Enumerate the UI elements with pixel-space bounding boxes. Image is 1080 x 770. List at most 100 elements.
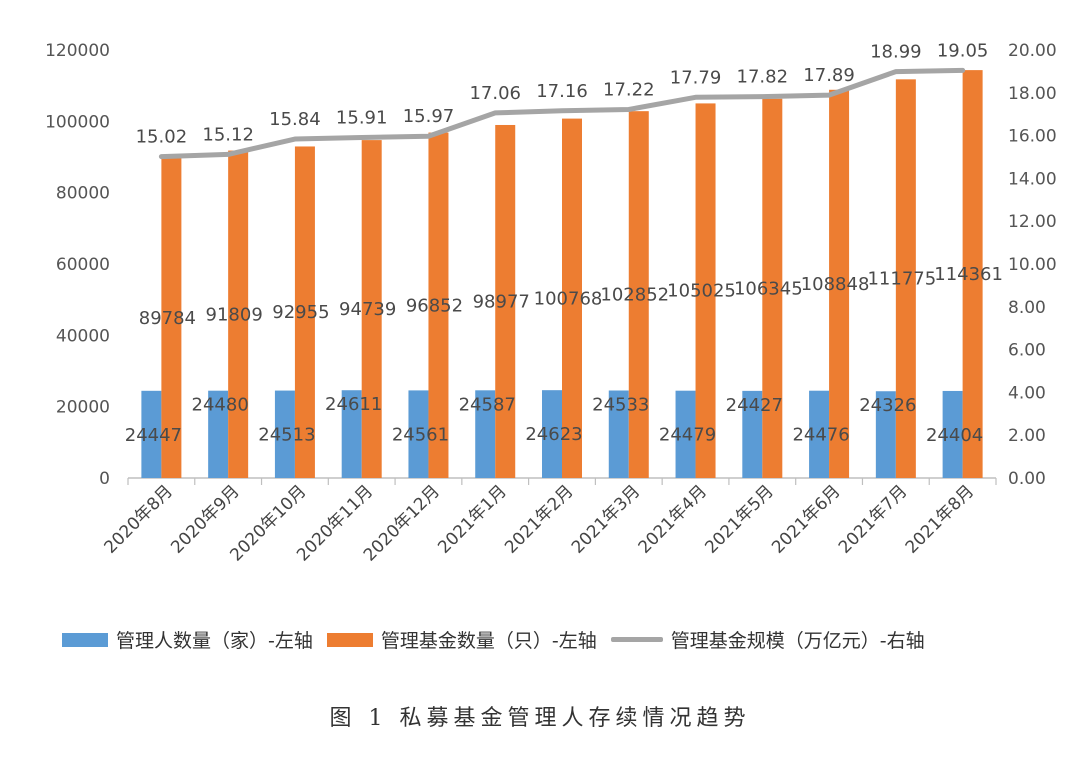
bar-funds [962,70,983,479]
bar-funds [428,132,449,478]
data-label-funds: 105025 [667,281,736,302]
bar-managers [341,390,362,478]
right-axis-tick: 2.00 [1008,426,1046,446]
bar-managers [475,390,496,478]
data-label-scale: 15.12 [202,124,254,145]
data-label-managers: 24480 [192,395,249,416]
bar-managers [408,390,429,478]
legend-item-managers: 管理人数量（家）-左轴 [62,626,313,653]
legend-swatch-managers [62,632,108,647]
legend-label-funds: 管理基金数量（只）-左轴 [380,630,597,652]
data-label-funds: 91809 [206,304,263,325]
bar-funds [294,146,315,478]
data-label-managers: 24533 [592,394,649,415]
data-label-funds: 114361 [934,264,1003,285]
data-label-managers: 24513 [258,425,315,446]
data-label-scale: 18.99 [870,42,922,63]
data-label-funds: 106345 [734,278,803,299]
data-label-managers: 24479 [659,425,716,446]
chart-caption: 图 1 私募基金管理人存续情况趋势 [329,706,751,731]
data-label-funds: 98977 [473,291,530,312]
data-label-funds: 108848 [801,274,870,295]
combo-chart: 0 20000 40000 60000 80000 100000 120000 0.00 2.0… [45,40,1057,565]
x-axis-category-label: 2021年8月 [902,481,978,557]
bar-managers [141,390,162,478]
bar-funds [695,103,716,479]
data-label-managers: 24587 [459,394,516,415]
bar-funds [562,118,582,479]
bar-funds [361,140,382,478]
data-label-funds: 102852 [600,285,669,306]
bar-managers [608,390,629,478]
right-axis-tick: 14.00 [1008,169,1057,189]
right-axis-tick: 6.00 [1008,341,1046,361]
bar-managers [542,390,562,478]
bar-funds [628,111,649,479]
left-axis-tick: 40000 [56,326,110,346]
bar-managers [208,390,229,478]
data-label-scale: 15.84 [269,109,321,130]
data-label-scale: 15.02 [136,127,188,148]
data-label-scale: 15.91 [336,108,388,129]
data-label-managers: 24427 [726,395,783,416]
left-axis-tick: 0 [99,469,110,489]
bar-managers [942,390,963,478]
data-label-funds: 96852 [406,295,463,316]
bar-managers [675,390,696,478]
data-label-funds: 100768 [534,288,603,309]
bar-funds [161,157,182,479]
right-axis-tick: 20.00 [1008,41,1057,61]
x-axis-category-label: 2020年8月 [100,481,176,557]
left-axis-tick: 60000 [56,255,110,275]
right-axis-tick: 16.00 [1008,127,1057,147]
data-label-managers: 24561 [392,424,449,445]
legend-label-scale: 管理基金规模（万亿元）-右轴 [670,630,925,652]
legend-label-managers: 管理人数量（家）-左轴 [116,630,313,652]
data-label-funds: 89784 [139,308,196,329]
legend-swatch-funds [326,632,373,647]
x-axis-category-label: 2021年5月 [701,481,777,557]
data-label-scale: 17.79 [670,67,722,88]
data-label-funds: 92955 [272,302,329,323]
data-label-scale: 17.82 [737,67,789,88]
x-axis-category-label: 2021年1月 [434,481,510,557]
data-label-managers: 24476 [792,425,849,446]
right-axis-tick: 12.00 [1008,212,1057,232]
data-label-scale: 17.16 [536,81,588,102]
left-axis-tick: 20000 [56,398,110,418]
bar-managers [809,390,830,478]
data-label-scale: 17.89 [803,65,855,86]
right-axis-tick: 10.00 [1008,255,1057,275]
legend-item-funds: 管理基金数量（只）-左轴 [326,626,597,653]
bar-funds [829,89,850,479]
bar-funds [895,79,916,479]
data-label-scale: 15.97 [403,106,455,127]
data-label-funds: 94739 [339,299,396,320]
line-scale [158,67,966,160]
bar-managers [274,390,295,478]
x-axis-category-label: 2021年7月 [835,481,911,557]
bar-funds [495,124,516,479]
right-axis-tick: 0.00 [1008,469,1046,489]
data-label-managers: 24404 [926,425,983,446]
data-label-managers: 24447 [125,425,182,446]
data-label-funds: 111775 [867,269,936,290]
data-label-managers: 24326 [859,395,916,416]
left-axis-tick: 120000 [45,41,110,61]
bar-funds [228,150,249,478]
right-axis-tick: 4.00 [1008,383,1046,403]
right-axis-tick: 8.00 [1008,298,1046,318]
data-label-scale: 17.06 [469,83,521,104]
data-label-scale: 19.05 [937,40,989,61]
x-axis-category-label: 2021年6月 [768,481,844,557]
legend-line-scale [610,637,663,642]
legend: 管理人数量（家）-左轴 管理基金数量（只）-左轴 管理基金规模（万亿元）-右轴 [62,626,939,653]
x-axis-category-label: 2021年2月 [501,481,577,557]
left-axis-tick: 80000 [56,184,110,204]
data-label-managers: 24623 [525,424,582,445]
data-label-scale: 17.22 [603,79,655,100]
x-axis-category-label: 2021年3月 [568,481,644,557]
legend-item-scale: 管理基金规模（万亿元）-右轴 [610,626,925,653]
bar-managers [742,390,763,478]
data-label-managers: 24611 [325,394,382,415]
